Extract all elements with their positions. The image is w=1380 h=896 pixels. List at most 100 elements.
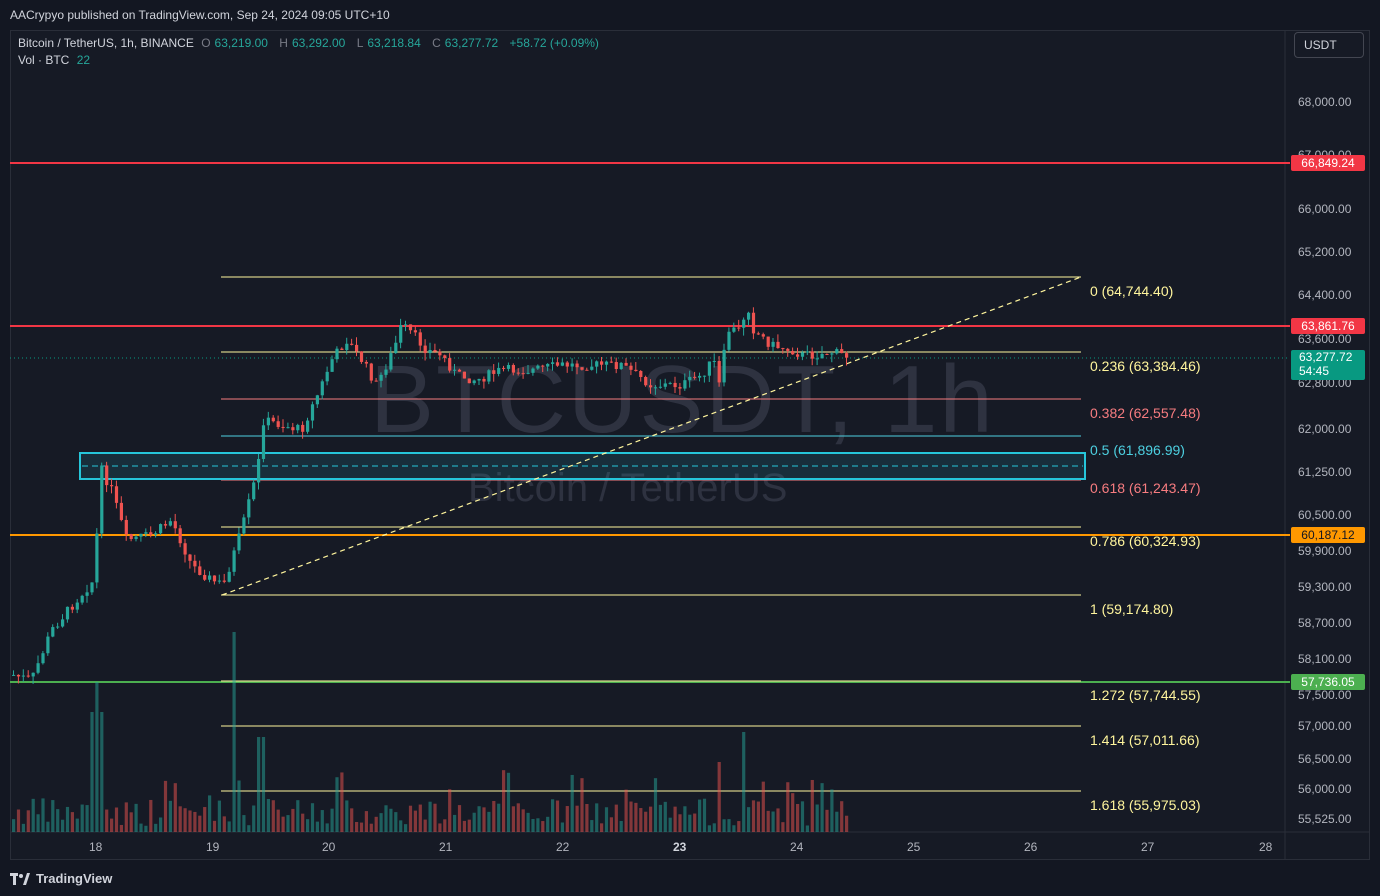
candle-body [737, 327, 741, 329]
symbol-name[interactable]: Bitcoin / TetherUS, 1h, BINANCE [18, 36, 194, 50]
candle-body [12, 674, 16, 676]
change-value: +58.72 (+0.09%) [509, 36, 599, 50]
volume-bar [487, 811, 491, 832]
candle-body [433, 350, 437, 352]
volume-bar [335, 777, 339, 832]
candle-body [232, 550, 236, 572]
candle-body [693, 376, 697, 378]
candle-body [560, 362, 564, 366]
candle-body [653, 387, 658, 389]
volume-bar [688, 814, 692, 832]
resistance-price-tag: 63,861.76 [1291, 318, 1365, 334]
time-axis-label: 28 [1259, 840, 1273, 854]
brand-name: TradingView [36, 871, 113, 886]
candle-body [830, 353, 834, 355]
candle-body [340, 348, 344, 351]
volume-bar [702, 798, 707, 832]
candle-body [477, 378, 481, 381]
candle-body [404, 324, 408, 326]
fib-level-label: 1.272 (57,744.55) [1090, 687, 1201, 703]
candle-body [266, 417, 270, 426]
volume-label[interactable]: Vol · BTC [18, 53, 70, 67]
price-axis-label: 60,500.00 [1298, 508, 1352, 522]
candle-body [766, 336, 770, 347]
candle-body [580, 367, 584, 370]
candle-body [51, 627, 55, 637]
current-price-tag: 63,277.72 54:45 [1291, 350, 1365, 380]
fib-level-label: 0.618 (61,243.47) [1090, 480, 1201, 496]
volume-bar [717, 762, 721, 832]
high-label: H [279, 36, 288, 50]
candle-body [276, 421, 280, 427]
candle-body [722, 349, 726, 383]
volume-bar [771, 811, 775, 832]
volume-bar [90, 712, 94, 832]
candle-body [159, 524, 163, 534]
candle-body [257, 458, 261, 483]
candle-body [526, 372, 530, 374]
volume-bar [565, 806, 569, 832]
volume-bar [644, 811, 648, 832]
candle-body [418, 332, 422, 346]
candle-body [511, 365, 515, 373]
volume-bar [198, 815, 202, 832]
tradingview-logo[interactable]: TradingView [10, 871, 112, 886]
candle-body [330, 359, 334, 372]
volume-bar [168, 800, 172, 832]
candle-body [624, 362, 628, 366]
volume-bar [482, 807, 486, 832]
candle-body [105, 465, 109, 486]
low-value: 63,218.84 [367, 36, 421, 50]
volume-bar [453, 814, 457, 832]
volume-bar [203, 807, 207, 832]
time-axis-label: 26 [1024, 840, 1038, 854]
volume-bar [742, 732, 746, 832]
volume-bar [232, 632, 236, 832]
support-price-tag: 60,187.12 [1291, 527, 1365, 543]
volume-bar [678, 814, 682, 832]
volume-bar [46, 821, 50, 832]
volume-bar [560, 822, 564, 832]
volume-bar [428, 801, 432, 832]
volume-bar [698, 799, 702, 832]
price-axis-label: 55,525.00 [1298, 812, 1352, 826]
volume-bar [41, 798, 45, 832]
candle-body [555, 362, 560, 366]
volume-bar [634, 802, 638, 832]
chart-panel[interactable] [10, 30, 1370, 860]
candle-body [65, 606, 70, 620]
volume-bar [315, 821, 319, 832]
candle-body [85, 592, 89, 596]
candle-body [796, 354, 800, 357]
time-axis-label: 25 [907, 840, 921, 854]
candle-body [751, 312, 756, 334]
candle-body [673, 382, 677, 388]
volume-bar [781, 822, 785, 832]
candle-body [551, 362, 555, 364]
price-axis-label: 58,700.00 [1298, 616, 1352, 630]
volume-bar [374, 816, 378, 832]
volume-bar [800, 801, 805, 832]
volume-bar [732, 825, 736, 832]
price-axis-label: 59,300.00 [1298, 580, 1352, 594]
volume-bar [188, 810, 192, 832]
candle-body [805, 351, 809, 353]
publisher-info: AACrypyo published on TradingView.com, S… [10, 8, 390, 22]
price-axis-label: 59,900.00 [1298, 544, 1352, 558]
candle-body [742, 319, 746, 328]
resistance-price-tag: 66,849.24 [1291, 155, 1365, 171]
volume-bar [796, 803, 800, 832]
volume-bar [291, 808, 295, 832]
candle-body [825, 353, 829, 355]
volume-bar [212, 820, 217, 832]
candle-body [399, 325, 403, 343]
close-label: C [432, 36, 441, 50]
volume-bar [448, 789, 452, 832]
candle-body [355, 344, 359, 352]
time-axis-label: 23 [673, 840, 687, 854]
currency-button[interactable]: USDT [1294, 32, 1364, 58]
volume-bar [830, 789, 834, 832]
candle-body [810, 351, 814, 359]
candle-body [575, 363, 579, 368]
